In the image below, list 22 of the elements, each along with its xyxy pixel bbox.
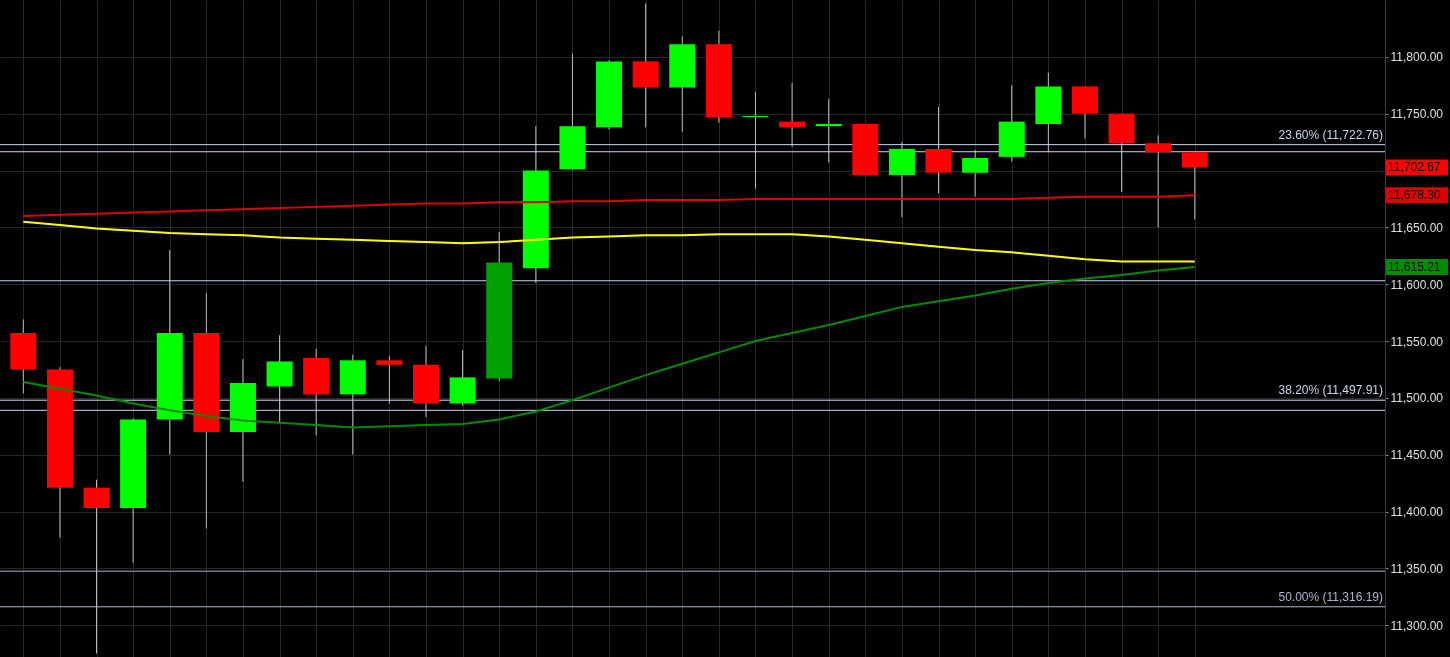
ref-line-label: 38.20% (11,497.91) [1278,383,1383,398]
line-series [22,220,1196,263]
y-tick-label: 11,500.00 [1390,391,1444,406]
y-tick-label: 11,650.00 [1390,220,1444,235]
ref-line-label: 50.00% (11,316.19) [1278,589,1383,604]
ref-line-label: 23.60% (11,722.76) [1278,127,1383,142]
y-tick-label: 11,750.00 [1390,107,1444,122]
y-tick-label: 11,550.00 [1390,334,1444,349]
y-tick-label: 11,450.00 [1390,448,1444,463]
y-tick-label: 11,400.00 [1390,505,1444,520]
y-tick-label: 11,300.00 [1390,618,1444,633]
text: 11,678.30 [1388,188,1441,203]
candlestick [376,355,403,405]
line-series [22,265,1196,429]
y-tick-label: 11,350.00 [1390,561,1444,576]
y-tick-label: 11,600.00 [1390,277,1444,292]
line-series [22,194,1196,217]
candlestick [1145,134,1172,228]
text: 11,702.67 [1388,160,1441,175]
candlestick [83,479,110,655]
y-tick-label: 11,800.00 [1390,50,1444,65]
text: 11,615.21 [1388,259,1441,274]
